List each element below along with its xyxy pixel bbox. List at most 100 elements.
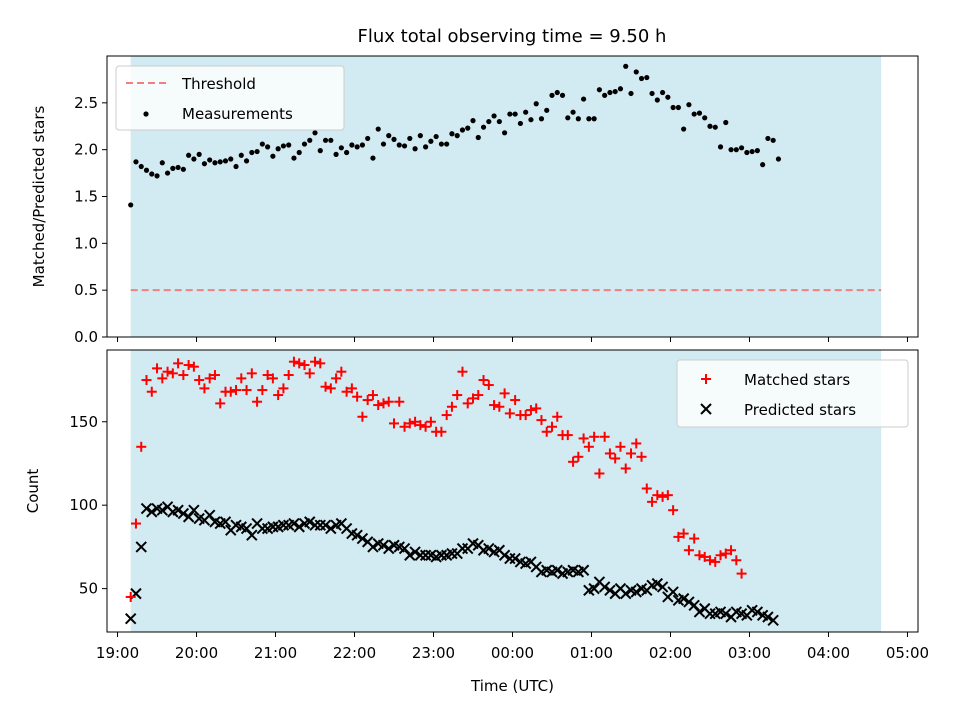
matched-star-point bbox=[320, 381, 331, 392]
matched-star-point bbox=[357, 411, 368, 422]
matched-star-point bbox=[173, 358, 184, 369]
x-marker-b bbox=[688, 599, 700, 612]
matched-star-point bbox=[241, 385, 252, 396]
x-marker-b bbox=[683, 596, 695, 608]
measurement-point bbox=[617, 86, 624, 92]
measurement-point bbox=[665, 94, 671, 100]
measurement-point bbox=[554, 89, 560, 96]
matched-star-point bbox=[304, 368, 315, 379]
measurement-point bbox=[470, 118, 476, 124]
x-marker-b bbox=[620, 587, 632, 600]
matched-star-point bbox=[504, 408, 515, 419]
predicted-star-point bbox=[219, 516, 232, 528]
bottom-panel: 50 100 150 19:00 20:00 21:00 22:00 23:00 00:00 0… bbox=[24, 349, 929, 695]
top-y-tick-label: 2.5 bbox=[74, 94, 98, 112]
top-panel: 0.0 0.5 1.0 1.5 2.0 2.5 Matched/Predicted sta… bbox=[30, 55, 919, 346]
predicted-star-point bbox=[140, 502, 153, 515]
x-marker-b bbox=[140, 502, 153, 515]
x-marker-b bbox=[177, 507, 190, 520]
x-tick-label: 21:00 bbox=[254, 644, 297, 662]
predicted-star-point bbox=[367, 541, 379, 553]
matched-star-point bbox=[378, 398, 389, 409]
x-tick-label: 23:00 bbox=[412, 644, 455, 662]
measurement-point bbox=[707, 123, 713, 129]
matched-star-point bbox=[167, 368, 178, 379]
matched-star-point bbox=[146, 386, 157, 397]
x-marker-b bbox=[367, 541, 379, 553]
measurement-point bbox=[322, 137, 329, 143]
predicted-star-point bbox=[377, 539, 390, 551]
predicted-star-point bbox=[246, 529, 258, 541]
matched-star-point bbox=[188, 361, 199, 372]
measurement-point bbox=[238, 152, 244, 158]
measurement-point bbox=[233, 163, 239, 170]
measurement-point bbox=[565, 115, 571, 121]
x-tick-label: 02:00 bbox=[649, 644, 692, 662]
top-y-tick-label: 0.0 bbox=[74, 328, 98, 346]
measurement-point bbox=[186, 152, 192, 158]
x-marker-b bbox=[340, 522, 353, 535]
measurement-point bbox=[475, 134, 481, 141]
measurement-point bbox=[612, 88, 618, 95]
matched-star-point bbox=[731, 555, 742, 566]
x-marker-b bbox=[756, 609, 769, 622]
matched-star-point bbox=[420, 421, 431, 432]
predicted-star-point bbox=[177, 507, 190, 520]
measurement-point bbox=[291, 155, 297, 161]
x-axis-label: Time (UTC) bbox=[470, 677, 554, 695]
x-marker-b bbox=[700, 403, 712, 415]
measurement-point bbox=[675, 104, 681, 111]
matched-star-point bbox=[373, 400, 384, 411]
matched-star-point bbox=[657, 491, 668, 502]
matched-star-point bbox=[299, 360, 310, 371]
matched-star-point bbox=[246, 368, 257, 379]
matched-star-point bbox=[683, 545, 694, 556]
matched-star-point bbox=[194, 375, 205, 386]
matched-star-point bbox=[478, 375, 489, 386]
matched-star-point bbox=[452, 390, 463, 401]
x-marker-b bbox=[372, 537, 384, 550]
measurement-point bbox=[623, 63, 629, 69]
x-marker-b bbox=[293, 521, 305, 533]
measurement-point bbox=[301, 141, 308, 147]
measurement-point bbox=[143, 167, 150, 173]
predicted-star-point bbox=[656, 581, 669, 593]
matched-star-point bbox=[209, 370, 220, 381]
matched-star-point bbox=[473, 390, 484, 401]
measurement-point bbox=[149, 171, 155, 177]
measurement-point bbox=[307, 137, 313, 143]
x-marker-b bbox=[346, 527, 358, 540]
matched-star-point bbox=[662, 490, 673, 501]
x-marker-b bbox=[304, 516, 316, 528]
measurement-point bbox=[633, 69, 639, 75]
predicted-legend-swatch bbox=[700, 403, 712, 415]
measurement-point bbox=[754, 148, 760, 154]
measurement-point bbox=[480, 124, 487, 130]
x-marker-b bbox=[498, 549, 511, 561]
measurement-point bbox=[365, 135, 371, 142]
matched-star-point bbox=[399, 421, 410, 432]
matched-star-point bbox=[425, 416, 436, 427]
matched-star-point bbox=[367, 390, 378, 401]
x-marker-b bbox=[567, 564, 579, 576]
x-marker-b bbox=[746, 604, 758, 617]
measurement-point bbox=[280, 143, 287, 149]
x-marker-b bbox=[472, 539, 484, 551]
predicted-star-point bbox=[319, 519, 332, 531]
measurement-point bbox=[228, 156, 234, 162]
matched-star-point bbox=[647, 496, 658, 507]
predicted-star-point bbox=[630, 586, 642, 598]
x-marker-b bbox=[514, 556, 527, 568]
measurement-point bbox=[723, 119, 729, 126]
measurement-point bbox=[444, 141, 450, 147]
measurement-point bbox=[212, 160, 218, 166]
matched-star-point bbox=[468, 393, 479, 404]
x-marker-b bbox=[156, 504, 169, 516]
measurement-point bbox=[133, 159, 139, 165]
measurement-point bbox=[254, 148, 260, 155]
matched-star-point bbox=[389, 418, 400, 429]
matched-star-point bbox=[604, 448, 615, 459]
measurement-point bbox=[243, 158, 250, 164]
measurement-point bbox=[659, 89, 666, 96]
x-marker-b bbox=[762, 611, 774, 623]
